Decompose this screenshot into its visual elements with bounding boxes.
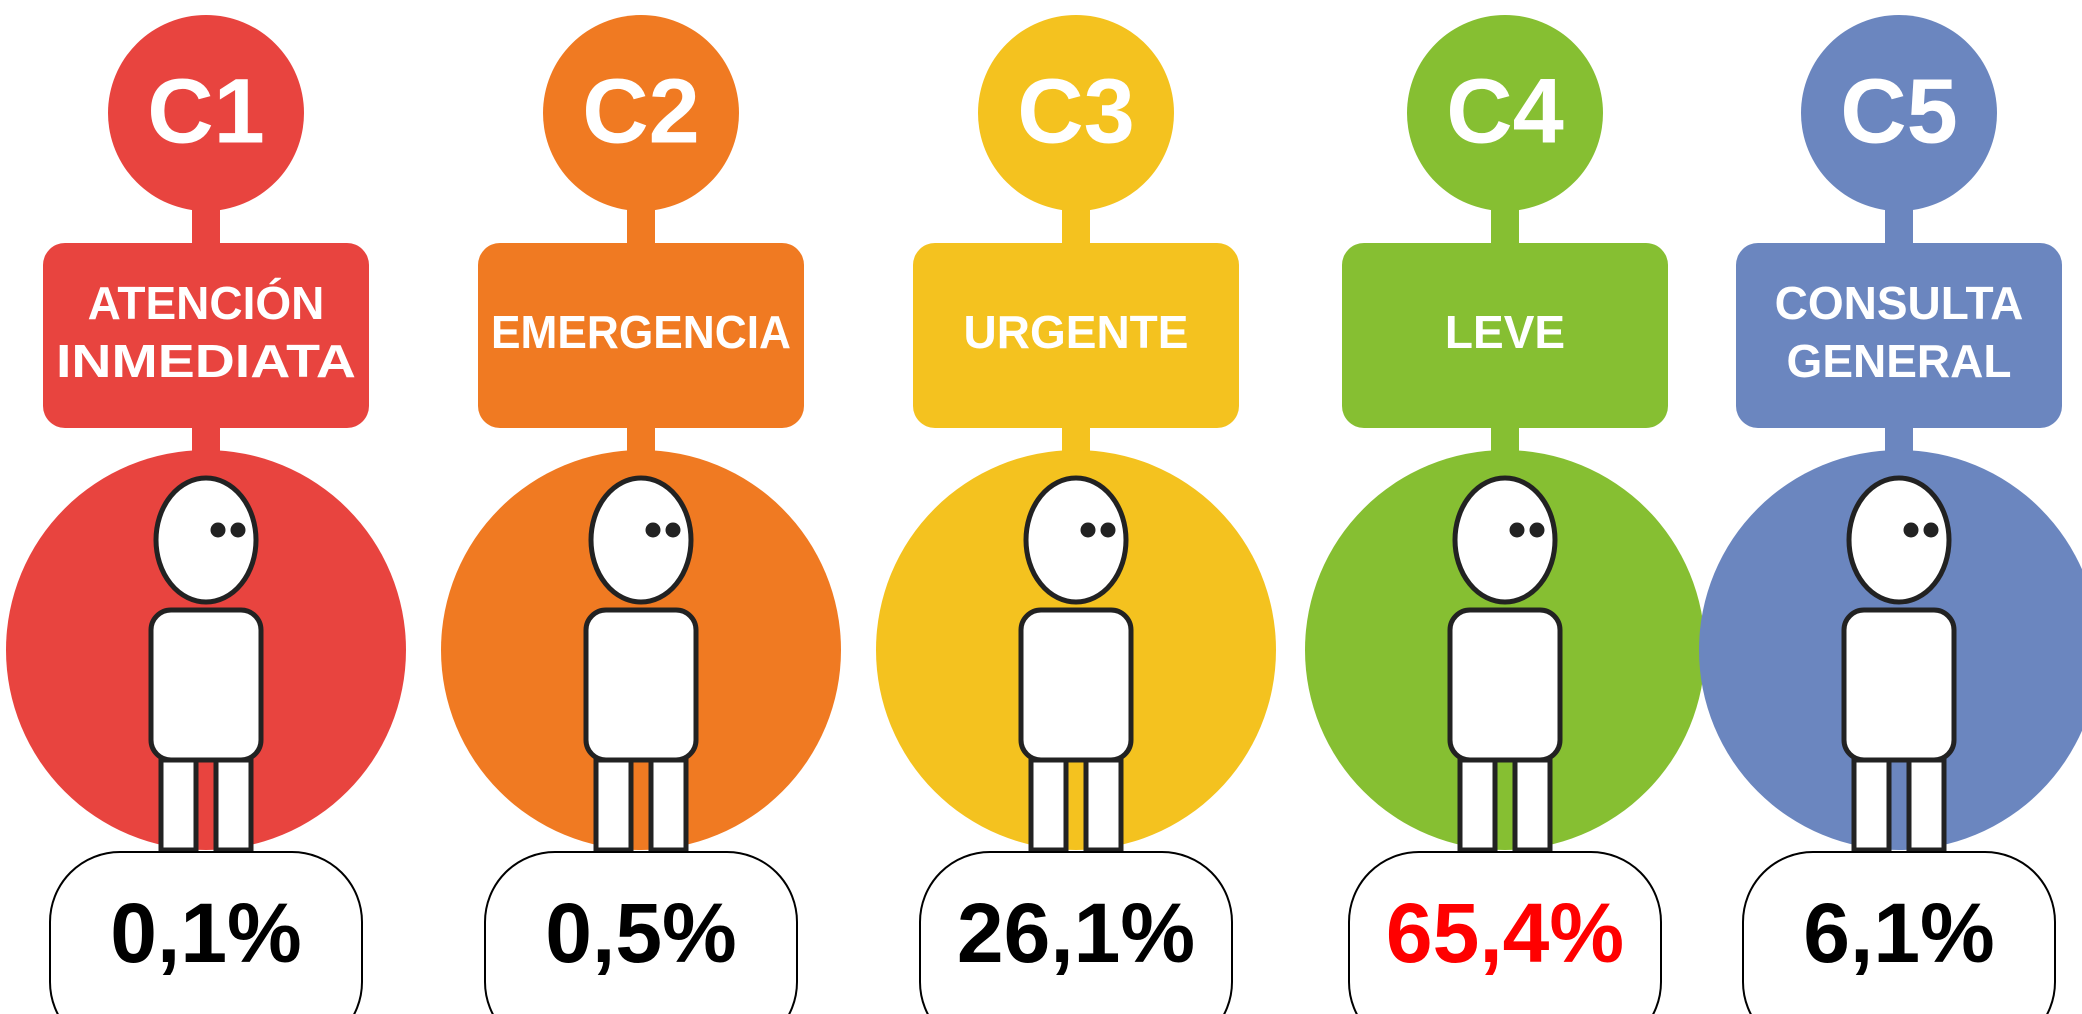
- label-line: LEVE: [1445, 306, 1565, 358]
- figure-head: [1026, 478, 1126, 602]
- figure-eye: [213, 525, 223, 535]
- triage-infographic: C1ATENCIÓNINMEDIATA0,1%C2EMERGENCIA0,5%C…: [0, 0, 2082, 1014]
- triage-column: C4 LEVE 65,4%: [1305, 15, 1705, 1014]
- figure-eye: [233, 525, 243, 535]
- figure-body: [586, 610, 696, 760]
- label-line: ATENCIÓN: [88, 277, 325, 329]
- figure-eye: [1103, 525, 1113, 535]
- figure-head: [1455, 478, 1555, 602]
- code: C1: [147, 60, 265, 162]
- code: C4: [1446, 60, 1564, 162]
- figure-leg: [216, 760, 251, 850]
- label-line: INMEDIATA: [56, 335, 356, 387]
- triage-column: C3 URGENTE 26,1%: [876, 15, 1276, 1014]
- figure-body: [1021, 610, 1131, 760]
- figure-eye: [1532, 525, 1542, 535]
- label-line: CONSULTA: [1775, 277, 2024, 329]
- figure-eye: [1083, 525, 1093, 535]
- figure-eye: [668, 525, 678, 535]
- triage-column: C5 CONSULTA GENERAL 6,1%: [1699, 15, 2082, 1014]
- figure-eye: [1906, 525, 1916, 535]
- figure-eye: [1926, 525, 1936, 535]
- label-line: EMERGENCIA: [491, 306, 791, 358]
- figure-head: [591, 478, 691, 602]
- label-line: GENERAL: [1787, 335, 2012, 387]
- percentage: 0,1%: [110, 886, 301, 980]
- percentage: 0,5%: [545, 886, 736, 980]
- label-line: URGENTE: [964, 306, 1189, 358]
- figure-leg: [161, 760, 196, 850]
- figure-leg: [1086, 760, 1121, 850]
- figure-leg: [1515, 760, 1550, 850]
- figure-leg: [1460, 760, 1495, 850]
- figure-body: [151, 610, 261, 760]
- percentage: 26,1%: [957, 886, 1195, 980]
- percentage: 6,1%: [1803, 886, 1994, 980]
- figure-leg: [1909, 760, 1944, 850]
- code: C2: [582, 60, 700, 162]
- figure-body: [1450, 610, 1560, 760]
- figure-eye: [648, 525, 658, 535]
- figure-head: [1849, 478, 1949, 602]
- figure-leg: [1031, 760, 1066, 850]
- percentage: 65,4%: [1386, 886, 1624, 980]
- figure-body: [1844, 610, 1954, 760]
- figure-eye: [1512, 525, 1522, 535]
- figure-leg: [651, 760, 686, 850]
- figure-leg: [596, 760, 631, 850]
- code: C5: [1840, 60, 1958, 162]
- figure-head: [156, 478, 256, 602]
- triage-column: C1 ATENCIÓN INMEDIATA 0,1%: [6, 15, 406, 1014]
- figure-leg: [1854, 760, 1889, 850]
- code: C3: [1017, 60, 1135, 162]
- triage-column: C2 EMERGENCIA 0,5%: [441, 15, 841, 1014]
